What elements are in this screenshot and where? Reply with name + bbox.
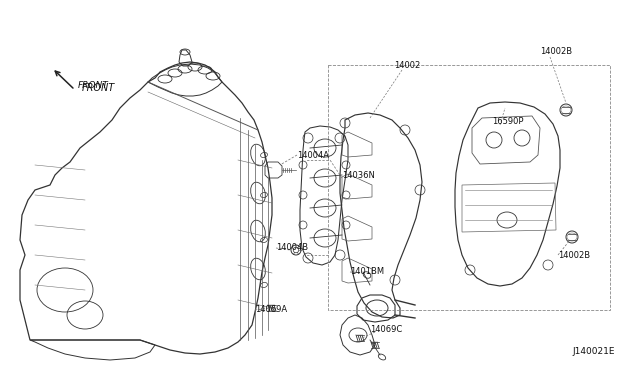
Text: 14002B: 14002B [558, 250, 590, 260]
Text: 14002B: 14002B [540, 48, 572, 57]
Text: 14002: 14002 [394, 61, 420, 70]
Text: 16590P: 16590P [492, 118, 524, 126]
Bar [328, 65, 610, 310]
Text: 14069A: 14069A [255, 305, 287, 314]
Text: 1401BM: 1401BM [350, 267, 384, 276]
Text: J140021E: J140021E [572, 347, 614, 356]
Text: FRONT: FRONT [82, 83, 115, 93]
Text: FRONT: FRONT [78, 81, 109, 90]
Text: 14004A: 14004A [297, 151, 329, 160]
Text: 14069C: 14069C [370, 326, 403, 334]
Text: 14036N: 14036N [342, 170, 375, 180]
Text: 14004B: 14004B [276, 244, 308, 253]
